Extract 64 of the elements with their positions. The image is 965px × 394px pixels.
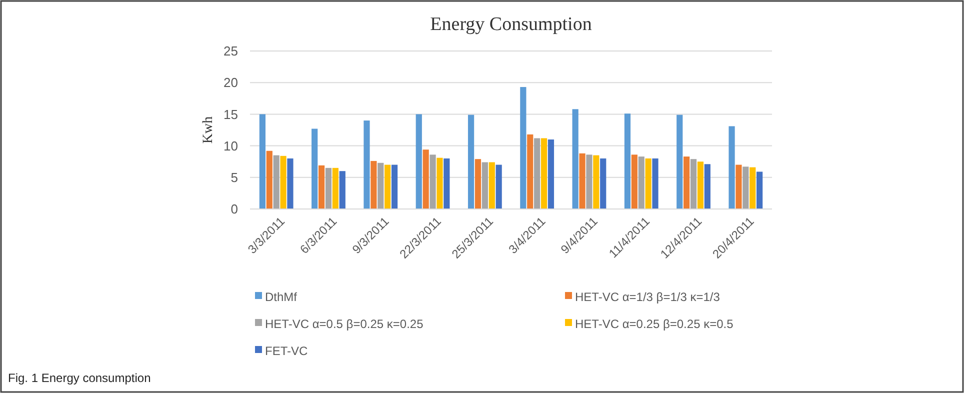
legend-label: HET-VC α=1/3 β=1/3 κ=1/3: [575, 290, 720, 304]
bar: [638, 156, 644, 209]
bar: [593, 155, 600, 209]
bar: [370, 160, 377, 209]
bar: [430, 154, 436, 209]
caption: Fig. 1 Energy consumption: [8, 371, 151, 385]
bar: [704, 164, 710, 209]
y-axis-title: Kwh: [201, 116, 216, 144]
bar: [736, 164, 742, 209]
bar: [332, 168, 338, 209]
legend-label: FET-VC: [265, 344, 308, 358]
y-tick-label: 15: [224, 106, 238, 122]
bar: [540, 138, 548, 209]
bar: [728, 126, 735, 209]
bar: [318, 165, 325, 209]
y-tick-label: 10: [224, 138, 238, 154]
y-tick-label: 5: [230, 170, 238, 185]
bar: [534, 138, 540, 209]
bar: [339, 171, 346, 209]
bar: [312, 128, 318, 209]
bar: [548, 139, 554, 209]
bar: [684, 156, 690, 209]
bar: [378, 162, 384, 209]
bar: [259, 114, 266, 209]
bar: [266, 150, 272, 209]
bar: [364, 120, 370, 209]
bar: [391, 164, 398, 209]
bar: [474, 159, 482, 209]
legend-label: DthMf: [265, 290, 298, 304]
bar: [520, 87, 526, 209]
bar: [624, 114, 631, 209]
bar: [488, 162, 495, 209]
bar: [645, 158, 652, 209]
bar: [690, 159, 697, 209]
y-tick-label: 0: [230, 202, 238, 217]
bar: [325, 168, 332, 209]
bar: [750, 167, 756, 209]
bar: [273, 155, 280, 209]
y-tick-label: 25: [224, 44, 238, 59]
bar: [527, 134, 534, 209]
bar: [280, 156, 286, 209]
bar: [482, 162, 488, 209]
bar: [468, 114, 474, 209]
bar: [436, 158, 443, 209]
bar: [422, 150, 429, 209]
bar: [287, 158, 294, 209]
bar: [742, 166, 749, 209]
bar: [496, 164, 502, 209]
bar: [384, 164, 391, 209]
bar: [600, 158, 606, 209]
legend-label: HET-VC α=0.25 β=0.25 κ=0.5: [575, 317, 734, 332]
bar: [416, 114, 422, 209]
bar: [586, 154, 592, 209]
bar: [697, 162, 704, 209]
bar: [652, 158, 658, 209]
bar: [756, 172, 763, 209]
bar: [631, 154, 638, 209]
bar: [444, 158, 450, 209]
bar: [579, 153, 586, 209]
y-tick-label: 20: [224, 75, 238, 90]
bar: [572, 109, 578, 209]
chart-title: Energy Consumption: [430, 14, 592, 35]
legend-label: HET-VC α=0.5 β=0.25 κ=0.25: [265, 317, 424, 332]
bar: [676, 114, 683, 209]
